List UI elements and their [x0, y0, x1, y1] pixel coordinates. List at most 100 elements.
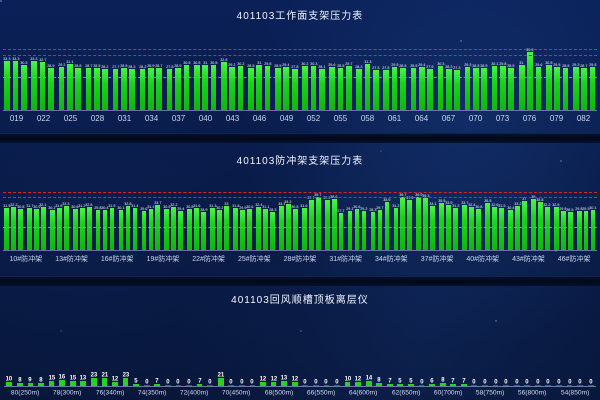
station-label: 80(250m) [10, 389, 40, 397]
bar-value-label: 32.5 [552, 202, 560, 207]
sensor-cell: 0 [226, 378, 237, 386]
bar-value-label: 35.5 [483, 198, 492, 203]
bar [27, 207, 32, 250]
station-group: 12 12 13 12 [258, 369, 300, 386]
bar-cell: 28.7 [155, 62, 163, 110]
bar [217, 209, 222, 250]
bar-value-label: 38.6 [330, 194, 338, 199]
bar [256, 64, 263, 110]
bar-cell: 29.4 [177, 205, 184, 250]
bar-cell: 29.5 [560, 205, 567, 250]
sensor-value-label: 21 [217, 372, 225, 379]
bar [354, 209, 360, 250]
bar-cell: 32.8 [124, 200, 132, 250]
bar-value-label: 31.2 [392, 204, 400, 209]
sensor-bar [376, 383, 383, 386]
sensor-bar [133, 384, 140, 386]
bar-cell: 28.3 [353, 63, 363, 110]
bar-cell: 29.9 [239, 204, 246, 250]
bar-value-label: 33.1 [429, 202, 437, 206]
x-tick-label: 16#防冲架 [100, 256, 134, 263]
bar-cell: 32.5 [86, 201, 93, 250]
sensor-value-label: 7 [197, 377, 202, 384]
sensor-bar [577, 385, 583, 386]
sensor-cell: 21 [215, 371, 226, 386]
sensor-value-label: 12 [354, 375, 362, 382]
sensor-value-label: 10 [344, 376, 351, 383]
x-tick-label: 067 [441, 114, 456, 123]
bar-value-label: 29.8 [263, 62, 272, 67]
bar [86, 206, 92, 250]
sensor-cell: 5 [406, 377, 417, 386]
bar [454, 70, 460, 110]
x-tick-label: 46#防冲架 [557, 256, 591, 263]
bar [346, 66, 352, 110]
bar-cell: 33.3 [63, 200, 70, 250]
bar-value-label: 28.5 [566, 208, 574, 212]
sensor-bar [59, 380, 66, 386]
sensor-cell: 13 [279, 374, 290, 386]
bar-cell: 31.4 [131, 202, 139, 250]
bar-value-label: 31.4 [131, 204, 139, 209]
bar-cell: 30.1 [488, 60, 498, 110]
bar [583, 210, 589, 250]
x-tick-label: 058 [360, 114, 375, 123]
sensor-value-label: 13 [280, 375, 288, 382]
bar-value-label: 31.9 [108, 203, 116, 208]
bar-cell: 31 [515, 59, 525, 110]
bar-value-label: 28.9 [507, 63, 515, 68]
bar-value-label: 28.5 [120, 64, 128, 69]
sensor-bar [154, 383, 161, 386]
x-tick-label: 037 [171, 114, 186, 123]
bar-cell: 30.9 [33, 203, 40, 250]
bar-value-label: 39.9 [415, 193, 423, 197]
sensor-bar [524, 385, 531, 386]
bar-value-label: 39.7 [399, 193, 407, 198]
bar-value-label: 30.2 [301, 61, 309, 66]
bar-value-label: 30.9 [163, 205, 171, 209]
bar [264, 66, 271, 110]
x-tick-label: 34#防冲架 [375, 256, 408, 263]
bar [329, 66, 335, 110]
bar-value-label: 28.5 [247, 64, 255, 69]
bar [79, 208, 85, 250]
bar-value-label: 29.3 [572, 63, 580, 67]
sensor-value-label: 0 [240, 379, 244, 385]
bar [476, 208, 481, 250]
bar-value-label: 29.5 [575, 206, 583, 211]
bar-cell: 33.1 [276, 200, 285, 250]
bar-value-label: 33 [224, 202, 229, 206]
panel-divider [0, 133, 600, 143]
bar-value-label: 27.7 [111, 65, 120, 70]
sensor-bar [482, 385, 488, 386]
sensor-cell: 7 [194, 377, 205, 386]
bar-cell: 27.3 [372, 64, 380, 110]
bar-cell: 28.9 [200, 206, 207, 250]
bar-value-label: 28.7 [580, 64, 588, 68]
sensor-bar [69, 380, 76, 386]
sensor-value-label: 7 [451, 377, 455, 384]
sensor-cell: 0 [332, 378, 343, 386]
bar-cell: 27.8 [163, 63, 173, 110]
sensor-value-label: 15 [69, 374, 77, 381]
bar-cell: 33.7 [459, 199, 468, 250]
sensor-cell: 0 [543, 378, 554, 386]
station-cells: 23 21 12 23 [89, 369, 131, 386]
bar-value-label: 29.2 [57, 63, 65, 68]
bar-cell: 32.5 [218, 56, 228, 110]
bar-cell: 33.3 [11, 55, 19, 110]
bar-cell: 32.5 [551, 201, 560, 250]
sensor-value-label: 0 [578, 379, 582, 385]
sensor-cell: 0 [533, 378, 544, 386]
bar [581, 67, 588, 110]
sensor-bar [122, 377, 129, 386]
bar-value-label: 28.2 [138, 64, 147, 69]
bar-value-label: 29.5 [588, 62, 597, 67]
bar [202, 64, 208, 110]
bar [220, 62, 227, 110]
bar-cell: 30.4 [505, 204, 514, 250]
bar-value-label: 31.9 [497, 203, 506, 208]
bar-cell: 29.7 [376, 204, 384, 250]
bar [75, 67, 81, 110]
